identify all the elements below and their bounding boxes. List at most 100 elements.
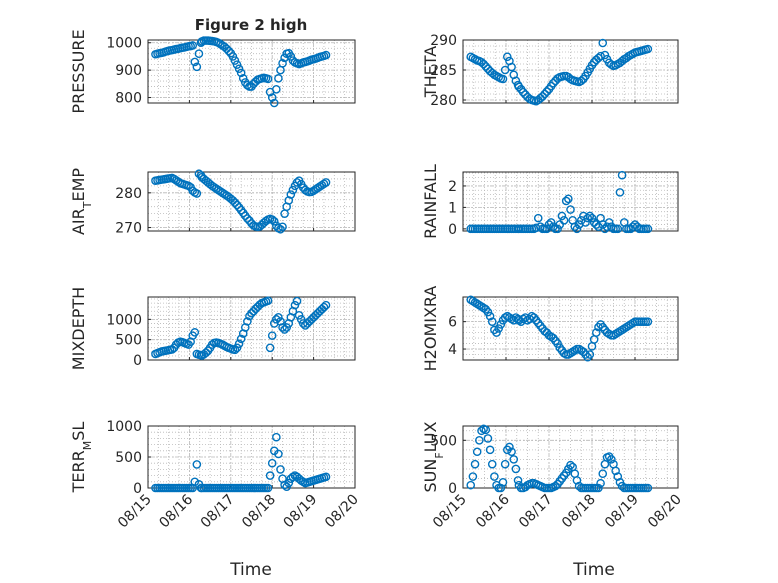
data-point: [267, 215, 277, 224]
y-axis-label: H2OMIXRA: [421, 286, 440, 372]
axes-box: [462, 296, 679, 361]
data-point: [561, 196, 571, 206]
data-point: [592, 328, 601, 337]
data-point: [485, 311, 495, 321]
data-point: [505, 442, 514, 452]
data-point: [511, 464, 521, 474]
subplot-sun-flux: 0 500 08/15 08/16 08/17 08/18 08/19 08/20 SUNFLU…: [421, 421, 685, 531]
y-axis-label: AIRTEMP: [69, 168, 94, 235]
data-point: [630, 220, 640, 229]
data-point: [194, 49, 204, 58]
data-point: [243, 80, 252, 90]
y-tick-label: 0: [448, 481, 457, 497]
y-tick-label: 900: [115, 63, 142, 79]
data-point: [589, 218, 599, 227]
data-point: [564, 194, 573, 204]
data-point: [643, 44, 653, 54]
x-tick-label: 08/19: [602, 492, 642, 532]
axes-box: [147, 296, 356, 361]
data-point: [286, 52, 296, 61]
data-point: [490, 472, 499, 481]
x-tick-label: 08/16: [473, 491, 513, 531]
y-tick-label: 290: [430, 33, 457, 49]
data-point: [475, 436, 484, 445]
data-point: [557, 211, 567, 221]
data-point: [533, 213, 543, 223]
data-point: [466, 480, 476, 490]
data-point: [483, 307, 493, 317]
data-point: [485, 445, 495, 455]
data-point: [572, 224, 582, 234]
data-point: [613, 472, 623, 481]
data-point: [192, 460, 202, 469]
axes-box: [147, 39, 356, 104]
subplot-terr-msl: 0 500 1000 08/15 08/16 08/17 08/18 08/19 08/20 TE…: [69, 419, 362, 531]
data-point: [500, 459, 510, 469]
data-point: [234, 64, 244, 74]
figure-title: Figure 2 high: [195, 16, 308, 34]
y-axis-label: TERRMSL: [69, 422, 94, 494]
data-point: [263, 74, 273, 84]
data-point: [514, 82, 524, 92]
data-point: [321, 178, 331, 187]
data-point: [607, 455, 616, 464]
x-label-left: Time: [229, 560, 272, 580]
data-point: [296, 315, 306, 324]
data-point: [643, 483, 653, 493]
data-point: [224, 46, 234, 56]
x-tick-label: 08/17: [516, 492, 556, 532]
data-point: [487, 459, 497, 469]
y-tick-label: 1000: [106, 419, 142, 435]
data-point: [190, 328, 200, 337]
x-tick-label: 08/18: [559, 492, 599, 532]
y-tick-label: 500: [430, 433, 457, 449]
data-point: [288, 185, 298, 195]
y-tick-label: 285: [430, 63, 457, 79]
data-point: [280, 480, 289, 490]
data-point: [290, 300, 300, 310]
data-point: [585, 211, 595, 221]
data-point: [509, 455, 519, 464]
y-tick-label: 1000: [106, 36, 142, 52]
data-point: [243, 214, 252, 223]
y-axis-label: PRESSURE: [69, 29, 88, 113]
y-tick-label: 0: [133, 481, 142, 497]
axes-box: [462, 171, 679, 232]
data-point: [263, 296, 273, 305]
data-point: [553, 339, 562, 348]
data-point: [581, 218, 590, 227]
data-point: [167, 345, 177, 354]
data-point: [243, 317, 252, 326]
data-point: [274, 74, 283, 83]
data-point: [592, 220, 601, 229]
x-tick-label: 08/20: [645, 492, 685, 532]
y-tick-label: 270: [115, 221, 142, 237]
data-point: [477, 426, 486, 436]
data-point: [507, 447, 516, 457]
data-point: [267, 458, 277, 468]
data-point: [265, 471, 275, 480]
y-tick-label: 280: [430, 93, 457, 109]
data-point: [483, 434, 493, 443]
x-tick-label: 08/16: [156, 491, 196, 531]
data-point: [278, 58, 287, 68]
data-point: [192, 189, 202, 198]
data-point: [321, 50, 331, 60]
data-point: [600, 50, 610, 60]
data-point: [492, 328, 501, 337]
data-point: [468, 472, 478, 481]
data-point: [230, 56, 240, 65]
data-point: [518, 87, 528, 97]
data-point: [587, 213, 597, 223]
data-point: [286, 190, 296, 199]
data-point: [232, 200, 242, 210]
data-point: [498, 477, 508, 487]
data-point: [188, 41, 198, 50]
y-axis-label: SUNFLUX: [421, 421, 446, 492]
data-point: [553, 224, 562, 234]
data-point: [263, 483, 273, 493]
subplot-rainfall: 0 1 2 RAINFALL: [421, 164, 679, 239]
data-point: [551, 481, 560, 491]
